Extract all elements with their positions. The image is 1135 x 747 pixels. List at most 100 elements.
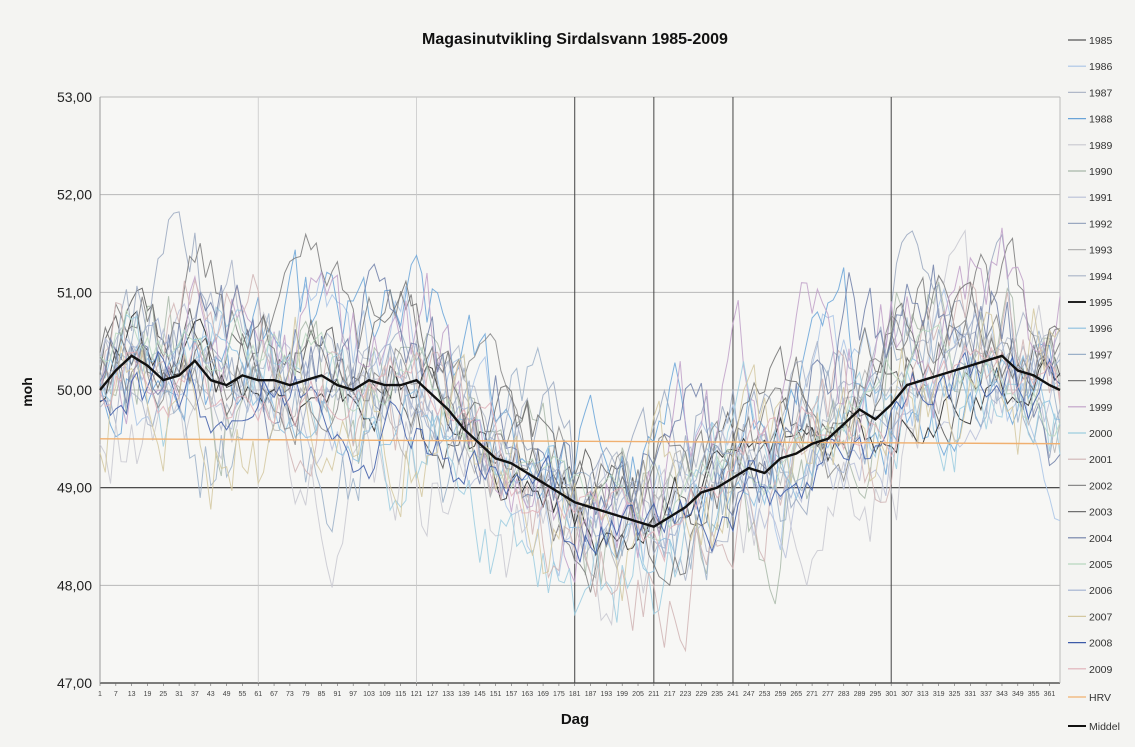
x-tick-label: 169 xyxy=(537,691,549,698)
year-series-line-1999 xyxy=(99,227,1061,583)
x-tick-label: 223 xyxy=(680,691,692,698)
legend-item-1989: 1989 xyxy=(1068,140,1113,152)
legend-item-1997: 1997 xyxy=(1068,349,1113,361)
year-series-line-2002 xyxy=(99,313,1061,530)
legend-label: 2000 xyxy=(1089,428,1113,440)
legend-label: 1993 xyxy=(1089,245,1113,257)
y-tick-label: 49,00 xyxy=(57,480,92,496)
legend: 1985 1986 1987 1988 1989 1990 1991 1992 1993 1994… xyxy=(1068,35,1120,733)
x-tick-label: 79 xyxy=(302,691,310,698)
x-tick-label: 205 xyxy=(632,691,644,698)
x-tick-label: 61 xyxy=(254,691,262,698)
x-tick-label: 241 xyxy=(727,691,739,698)
legend-item-2000: 2000 xyxy=(1068,428,1113,440)
y-tick-label: 52,00 xyxy=(57,187,92,203)
x-tick-label: 319 xyxy=(933,691,945,698)
x-tick-label: 235 xyxy=(711,691,723,698)
legend-item-Middel: Middel xyxy=(1068,721,1120,733)
year-series-line-1989 xyxy=(99,229,1061,627)
x-tick-label: 199 xyxy=(616,691,628,698)
year-series-line-2005 xyxy=(99,308,1061,542)
x-tick-label: 19 xyxy=(144,691,152,698)
x-tick-label: 43 xyxy=(207,691,215,698)
x-tick-label: 91 xyxy=(333,691,341,698)
legend-item-2005: 2005 xyxy=(1068,559,1113,571)
x-tick-label: 13 xyxy=(128,691,136,698)
x-tick-label: 181 xyxy=(569,691,581,698)
legend-label: 2008 xyxy=(1089,638,1113,650)
x-tick-label: 139 xyxy=(458,691,470,698)
x-tick-label: 325 xyxy=(949,691,961,698)
x-tick-label: 1 xyxy=(98,691,102,698)
x-tick-label: 355 xyxy=(1028,691,1040,698)
year-series-line-2007 xyxy=(99,308,1061,601)
x-tick-label: 217 xyxy=(664,691,676,698)
chart-title: Magasinutvikling Sirdalsvann 1985-2009 xyxy=(422,31,728,48)
x-tick-label: 97 xyxy=(349,691,357,698)
legend-label: 1994 xyxy=(1089,271,1113,283)
year-series-line-2009 xyxy=(99,341,1061,563)
legend-label: 2006 xyxy=(1089,585,1113,597)
legend-label: Middel xyxy=(1089,721,1120,733)
legend-item-1993: 1993 xyxy=(1068,245,1113,257)
x-tick-label: 301 xyxy=(885,691,897,698)
legend-item-2001: 2001 xyxy=(1068,454,1113,466)
x-tick-label: 55 xyxy=(239,691,247,698)
legend-label: 2003 xyxy=(1089,507,1113,519)
year-series-line-1994 xyxy=(99,259,1061,581)
legend-item-2006: 2006 xyxy=(1068,585,1113,597)
legend-item-1995: 1995 xyxy=(1068,297,1113,309)
legend-item-1991: 1991 xyxy=(1068,192,1113,204)
x-tick-label: 85 xyxy=(318,691,326,698)
legend-item-2007: 2007 xyxy=(1068,611,1113,623)
axes: 47,00 48,00 49,00 50,00 51,00 52,00 53,00 1 7 13 1… xyxy=(57,89,1055,698)
x-tick-label: 163 xyxy=(521,691,533,698)
x-tick-label: 145 xyxy=(474,691,486,698)
series-layer xyxy=(99,211,1061,653)
legend-item-2009: 2009 xyxy=(1068,664,1113,676)
legend-label: 1988 xyxy=(1089,114,1113,126)
legend-item-1988: 1988 xyxy=(1068,114,1113,126)
y-axis-label: moh xyxy=(19,377,35,407)
legend-label: 1992 xyxy=(1089,218,1113,230)
x-tick-label: 115 xyxy=(395,691,406,698)
x-tick-label: 211 xyxy=(648,691,659,698)
legend-item-1987: 1987 xyxy=(1068,87,1113,99)
legend-item-1994: 1994 xyxy=(1068,271,1113,283)
legend-item-1985: 1985 xyxy=(1068,35,1113,47)
x-tick-label: 295 xyxy=(870,691,882,698)
legend-label: 1991 xyxy=(1089,192,1113,204)
x-tick-label: 67 xyxy=(270,691,278,698)
x-tick-label: 283 xyxy=(838,691,850,698)
x-tick-label: 37 xyxy=(191,691,199,698)
year-series-line-1990 xyxy=(99,281,1061,605)
legend-item-1999: 1999 xyxy=(1068,402,1113,414)
legend-item-2003: 2003 xyxy=(1068,507,1113,519)
legend-label: 2009 xyxy=(1089,664,1113,676)
x-tick-label: 247 xyxy=(743,691,755,698)
x-tick-label: 271 xyxy=(806,691,818,698)
x-tick-label: 361 xyxy=(1044,691,1056,698)
x-tick-label: 193 xyxy=(601,691,613,698)
x-tick-label: 337 xyxy=(980,691,992,698)
x-tick-label: 103 xyxy=(363,691,375,698)
x-tick-label: 187 xyxy=(585,691,597,698)
hrv-line xyxy=(99,438,1061,445)
y-tick-label: 47,00 xyxy=(57,675,92,691)
x-tick-label: 229 xyxy=(695,691,707,698)
legend-label: 1999 xyxy=(1089,402,1113,414)
x-tick-label: 133 xyxy=(442,691,454,698)
legend-label: 1997 xyxy=(1089,349,1113,361)
legend-label: 1998 xyxy=(1089,376,1113,388)
x-tick-label: 73 xyxy=(286,691,294,698)
x-tick-label: 331 xyxy=(964,691,976,698)
legend-label: 1986 xyxy=(1089,61,1113,73)
x-tick-label: 157 xyxy=(506,691,518,698)
legend-item-2008: 2008 xyxy=(1068,638,1113,650)
legend-label: 1996 xyxy=(1089,323,1113,335)
legend-label: 1989 xyxy=(1089,140,1113,152)
x-tick-label: 253 xyxy=(759,691,771,698)
year-series-line-2003 xyxy=(99,279,1061,587)
